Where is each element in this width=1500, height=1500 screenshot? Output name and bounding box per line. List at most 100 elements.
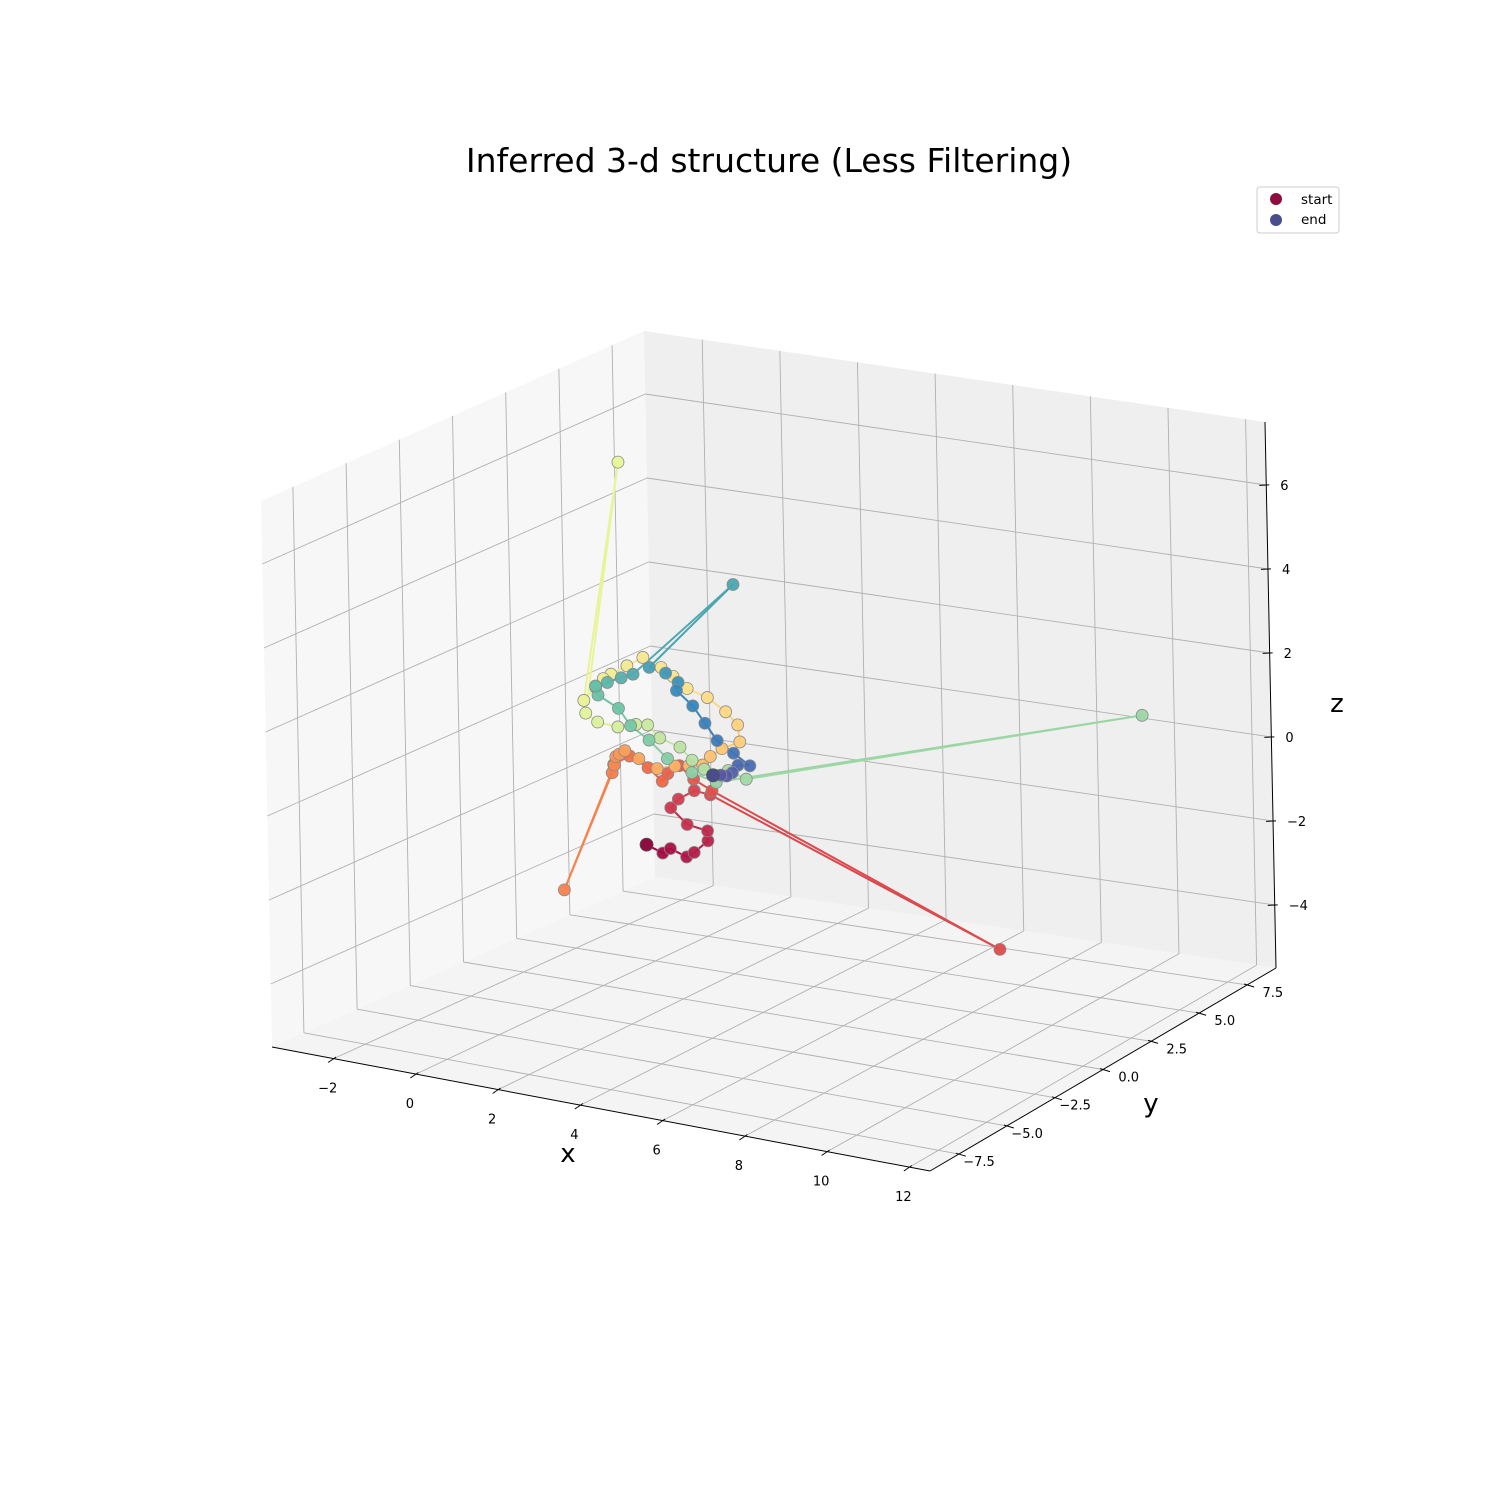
x-ticks: −2 0 2 4 6 8 10 12 xyxy=(318,1056,913,1205)
trajectory-point xyxy=(700,691,714,704)
trajectory-point xyxy=(632,752,646,765)
trajectory-point xyxy=(726,578,740,591)
trajectory-point xyxy=(600,676,614,689)
x-tick-mark-1 xyxy=(410,1072,419,1079)
x-tick-mark-4 xyxy=(656,1118,666,1125)
z-grid-back-4 xyxy=(646,477,1269,570)
trajectory-point xyxy=(611,720,625,734)
pane-floor xyxy=(272,877,1276,1171)
trajectory-point xyxy=(703,750,717,763)
trajectory-point xyxy=(664,801,678,815)
trajectory-point xyxy=(710,734,724,748)
x-grid-back-5 xyxy=(1089,396,1102,943)
start-point xyxy=(639,837,654,852)
trajectory-segment xyxy=(563,764,616,891)
trajectory-point xyxy=(668,759,682,773)
y-grid-floor-6 xyxy=(623,890,1248,986)
trajectory-point xyxy=(642,660,656,674)
trajectory-point xyxy=(731,718,745,732)
z-grid-left-3 xyxy=(265,561,649,733)
x-tick-mark-0 xyxy=(327,1056,337,1063)
trajectory-segment xyxy=(648,583,734,669)
z-tick-label-0: −4 xyxy=(1289,899,1308,914)
y-grid-left-0 xyxy=(292,486,305,1033)
y-grid-floor-1 xyxy=(357,1008,1007,1127)
y-tick-mark-1 xyxy=(1003,1124,1015,1129)
z-grid-left-5 xyxy=(262,393,646,565)
trajectory-point xyxy=(685,753,699,767)
x-tick-mark-6 xyxy=(821,1149,830,1156)
x-tick-mark-5 xyxy=(739,1134,748,1141)
y-tick-mark-5 xyxy=(1195,1011,1207,1016)
trajectory-point xyxy=(579,706,593,720)
trajectory-point xyxy=(743,759,757,773)
legend-marker-end xyxy=(1270,214,1282,226)
trajectory-point xyxy=(698,716,712,730)
trajectory-point xyxy=(618,744,632,758)
legend-label-end: end xyxy=(1301,212,1326,228)
z-grid-left-0 xyxy=(270,813,654,985)
trajectory-point xyxy=(701,824,714,838)
x-grid-back-2 xyxy=(857,362,869,909)
y-grid-left-4 xyxy=(505,392,518,939)
y-tick-label-1: −5.0 xyxy=(1011,1127,1043,1142)
x-tick-label-3: 4 xyxy=(570,1128,578,1143)
trajectory-point xyxy=(1135,708,1149,722)
trajectory xyxy=(557,455,1149,956)
y-grid-left-2 xyxy=(398,439,411,986)
z-tick-label-5: 6 xyxy=(1280,479,1288,494)
z-tick-mark-5 xyxy=(1259,484,1270,486)
trajectory-point xyxy=(641,718,655,732)
z-grid-back-2 xyxy=(650,645,1272,738)
trajectory-point xyxy=(671,792,685,806)
x-grid-back-6 xyxy=(1167,407,1180,954)
y-tick-label-6: 7.5 xyxy=(1262,986,1283,1001)
trajectory-segment xyxy=(716,714,1143,784)
z-grid-left-1 xyxy=(268,729,653,901)
x-grid-back-4 xyxy=(1012,385,1025,932)
trajectory-point xyxy=(727,746,740,760)
trajectory-point xyxy=(993,942,1007,956)
z-grid-left-2 xyxy=(267,645,651,817)
z-tick-mark-1 xyxy=(1266,820,1277,822)
y-grid-left-5 xyxy=(558,368,571,915)
trajectory-point xyxy=(739,772,753,786)
y-tick-label-2: −2.5 xyxy=(1059,1099,1091,1114)
trajectory-point xyxy=(655,774,669,788)
z-tick-label-2: 0 xyxy=(1285,731,1293,746)
trajectory-point xyxy=(687,846,701,859)
trajectory-point xyxy=(624,719,638,733)
x-tick-label-4: 6 xyxy=(653,1144,661,1159)
z-tick-mark-2 xyxy=(1264,736,1275,738)
z-tick-mark-0 xyxy=(1267,904,1278,906)
x-tick-label-7: 12 xyxy=(895,1190,912,1205)
trajectory-point xyxy=(626,667,640,681)
trajectory-point xyxy=(663,842,677,855)
y-grid-left-6 xyxy=(611,345,624,892)
z-ticks: −4 −2 0 2 4 6 xyxy=(1259,479,1308,914)
y-axis-label: y xyxy=(1143,1089,1158,1119)
y-grid-floor-2 xyxy=(410,985,1056,1099)
trajectory-point xyxy=(612,701,625,715)
pane-back xyxy=(644,331,1276,968)
x-axis-label: x xyxy=(560,1139,575,1169)
trajectory-point xyxy=(642,733,656,747)
x-axis-line xyxy=(271,1046,931,1172)
trajectory-point xyxy=(557,883,571,897)
z-axis-line xyxy=(1264,421,1277,969)
grid-lines xyxy=(262,339,1275,1168)
trajectory-point xyxy=(670,684,683,697)
x-tick-mark-2 xyxy=(492,1087,501,1094)
y-grid-left-3 xyxy=(452,415,464,963)
z-axis-label: z xyxy=(1330,689,1344,719)
y-tick-mark-0 xyxy=(955,1152,966,1157)
trajectory-point xyxy=(614,671,628,685)
y-grid-floor-5 xyxy=(569,914,1200,1014)
z-grid-back-1 xyxy=(651,729,1274,822)
x-tick-mark-7 xyxy=(903,1165,913,1172)
y-tick-label-5: 5.0 xyxy=(1214,1014,1235,1029)
x-tick-label-0: −2 xyxy=(318,1082,337,1097)
y-tick-mark-4 xyxy=(1147,1039,1159,1044)
legend-marker-start xyxy=(1270,193,1282,205)
